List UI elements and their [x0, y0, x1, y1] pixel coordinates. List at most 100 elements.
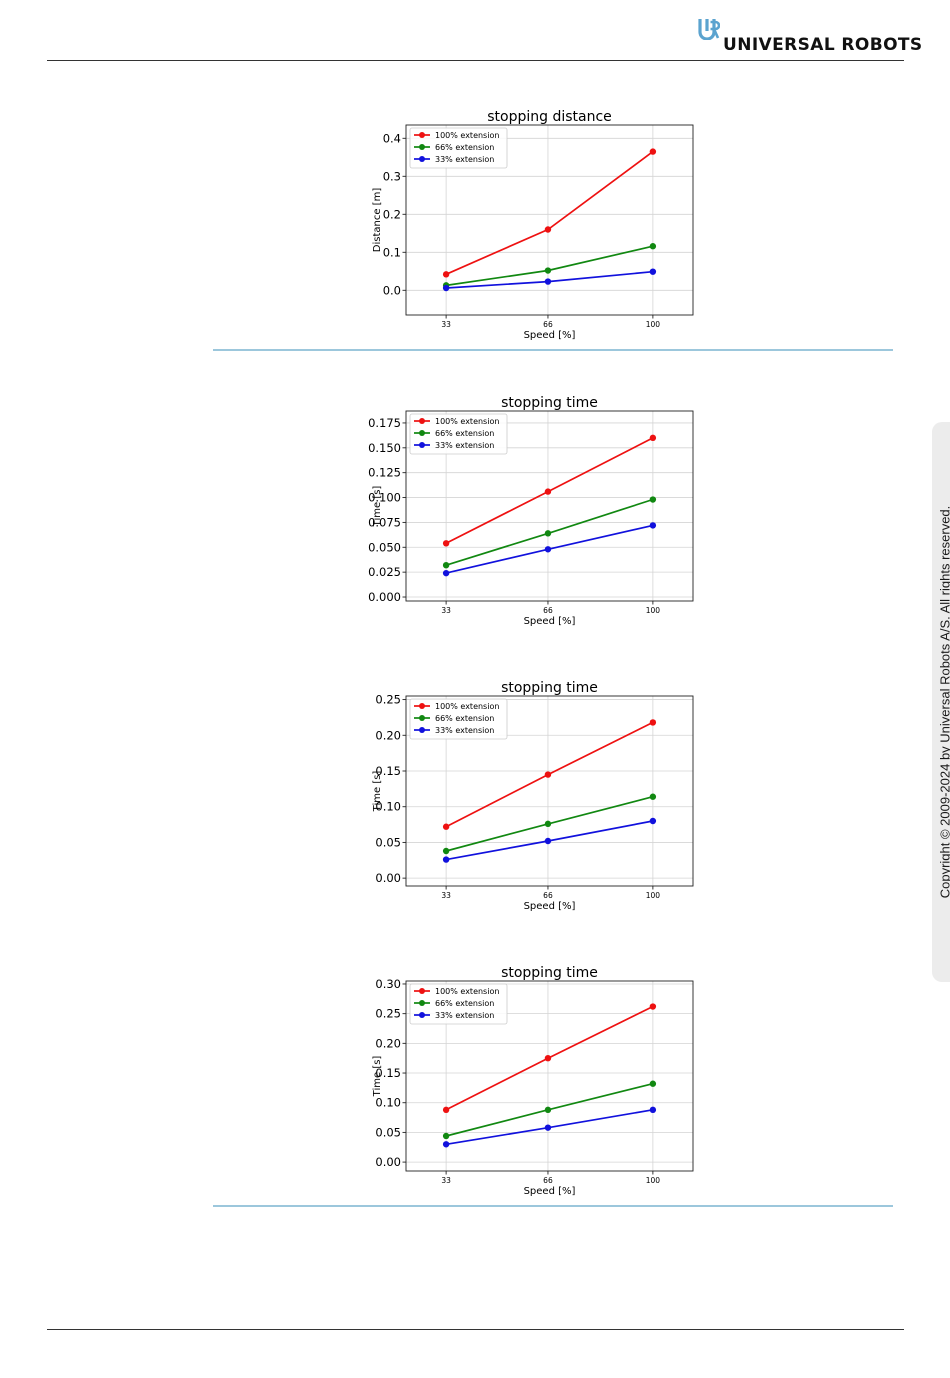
y-tick-label: 0.050: [368, 540, 401, 554]
legend-marker: [419, 430, 425, 436]
y-tick-label: 0.0: [383, 283, 401, 297]
chart-title: stopping time: [501, 965, 598, 981]
y-tick-label: 0.10: [375, 1096, 401, 1110]
x-tick-label: 100: [646, 891, 661, 900]
plot-frame: [405, 695, 694, 887]
chart-title: stopping distance: [487, 109, 612, 125]
data-point: [442, 284, 450, 292]
ur-logo-icon: [698, 19, 720, 40]
y-tick-label: 0.25: [375, 693, 401, 707]
y-tick-label: 0.4: [383, 131, 401, 145]
y-tick-label: 0.25: [375, 1007, 401, 1021]
data-point: [544, 820, 552, 828]
y-tick-label: 0.025: [368, 565, 401, 579]
data-point: [544, 1106, 552, 1114]
chart-title: stopping time: [501, 680, 598, 696]
y-tick-label: 0.05: [375, 1125, 401, 1139]
x-tick-label: 66: [543, 891, 553, 900]
y-tick-label: 0.100: [368, 491, 401, 505]
legend-box: [409, 413, 508, 455]
y-tick-label: 0.125: [368, 466, 401, 480]
legend-marker: [419, 418, 425, 424]
plot-frame: [405, 124, 694, 316]
y-tick-label: 0.00: [375, 1155, 401, 1169]
header-rule: [47, 60, 904, 61]
x-tick-label: 100: [646, 606, 661, 615]
y-tick-label: 0.20: [375, 728, 401, 742]
y-tick-label: 0.30: [375, 977, 401, 991]
x-tick-label: 33: [441, 606, 451, 615]
data-point: [544, 771, 552, 778]
chart-title: stopping time: [501, 395, 598, 411]
data-point: [544, 267, 552, 274]
copyright-tab: [932, 422, 950, 982]
chart-svg: stopping distance 0.0 0.1 0.2 0.3 0.4 33 66 100 S…: [372, 109, 694, 341]
legend-entry: 33% extension: [435, 1011, 494, 1020]
data-point: [649, 1106, 657, 1114]
x-tick-label: 100: [646, 1176, 661, 1185]
x-tick-label: 66: [543, 320, 553, 329]
x-tick-label: 33: [441, 1176, 451, 1185]
data-point: [649, 243, 657, 250]
y-tick-label: 0.075: [368, 515, 401, 529]
legend-entry: 66% extension: [435, 999, 494, 1008]
legend-marker: [419, 703, 425, 709]
legend-marker: [419, 132, 425, 138]
data-point: [649, 1003, 657, 1010]
data-point: [649, 434, 657, 442]
stopping-time-chart-3: stopping time 0.00 0.05 0.10 0.15 0.20 0.25 0.3…: [360, 960, 700, 1198]
data-point: [442, 847, 450, 855]
legend-entry: 100% extension: [435, 131, 499, 140]
data-point: [649, 719, 657, 726]
data-point: [544, 837, 552, 845]
copyright-text: Copyright © 2009-2024 by Universal Robot…: [937, 505, 950, 899]
y-tick-label: 0.15: [375, 1066, 401, 1080]
x-axis-label: Speed [%]: [524, 616, 576, 627]
footer-rule: [47, 1329, 904, 1330]
data-point: [649, 793, 657, 800]
data-point: [649, 817, 657, 825]
brand-name: UNIVERSAL ROBOTS: [723, 35, 923, 55]
series-line-0: [445, 150, 654, 276]
legend-marker: [419, 156, 425, 162]
stopping-time-chart-1: stopping time 0.000 0.025 0.050 0.075 0.100 0.…: [360, 390, 700, 628]
x-tick-label: 66: [543, 606, 553, 615]
data-point: [544, 278, 552, 285]
data-point: [544, 546, 552, 553]
legend-entry: 33% extension: [435, 441, 494, 450]
y-axis-label: Distance [m]: [372, 188, 383, 253]
chart-svg: stopping time 0.00 0.05 0.10 0.15 0.20 0.25 33 6…: [372, 680, 694, 912]
legend-entry: 33% extension: [435, 726, 494, 735]
y-axis-label: Time [s]: [372, 1056, 383, 1098]
data-point: [544, 488, 552, 495]
stopping-distance-chart: stopping distance 0.0 0.1 0.2 0.3 0.4 33 66 100 S…: [360, 104, 700, 342]
legend-box: [409, 698, 508, 740]
data-point: [649, 148, 657, 155]
y-tick-label: 0.15: [375, 764, 401, 778]
data-point: [649, 1080, 657, 1087]
legend-entry: 66% extension: [435, 143, 494, 152]
legend-entry: 66% extension: [435, 714, 494, 723]
legend-box: [409, 983, 508, 1025]
x-tick-label: 100: [646, 320, 661, 329]
legend: 100% extension 66% extension 33% extension: [409, 127, 508, 169]
data-point: [442, 1106, 450, 1114]
data-point: [442, 569, 450, 577]
y-tick-label: 0.000: [368, 590, 401, 604]
y-tick-label: 0.2: [383, 207, 401, 221]
data-point: [442, 1132, 450, 1140]
data-point: [649, 268, 657, 275]
plot-frame: [405, 980, 694, 1172]
plot-frame: [405, 410, 694, 602]
section-separator: [213, 1205, 893, 1207]
y-tick-label: 0.150: [368, 441, 401, 455]
y-tick-label: 0.175: [368, 416, 401, 430]
data-point: [649, 496, 657, 503]
y-tick-label: 0.1: [383, 245, 401, 259]
data-point: [442, 561, 450, 569]
x-axis-label: Speed [%]: [524, 1186, 576, 1197]
chart-svg: stopping time 0.000 0.025 0.050 0.075 0.100 0.…: [368, 395, 694, 627]
legend-marker: [419, 144, 425, 150]
x-tick-label: 33: [441, 891, 451, 900]
legend-entry: 66% extension: [435, 429, 494, 438]
